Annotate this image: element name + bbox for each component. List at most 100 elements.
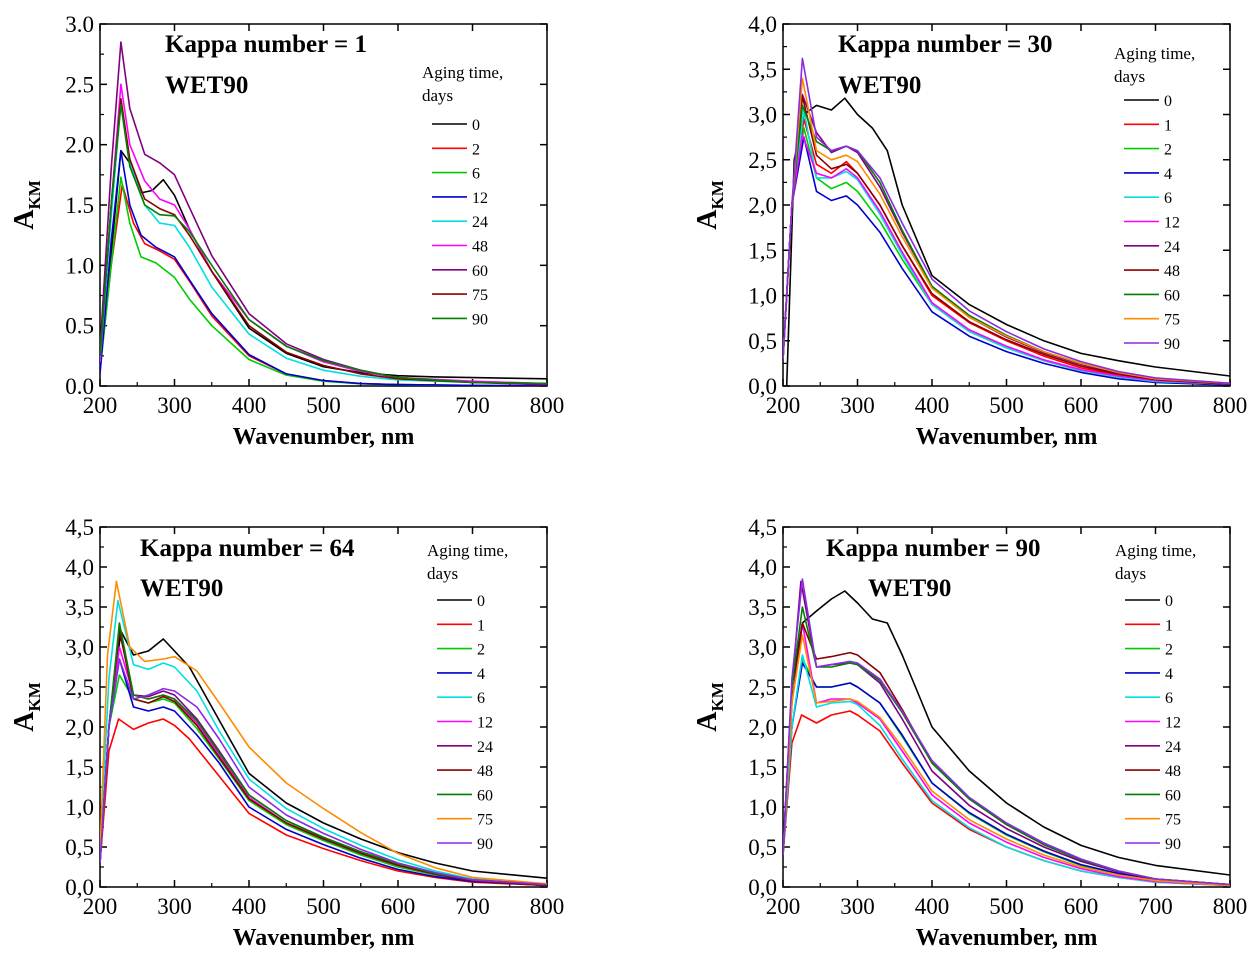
x-tick-label: 600 xyxy=(381,894,416,919)
x-tick-label: 500 xyxy=(989,393,1024,418)
y-tick-label: 0.5 xyxy=(65,314,94,339)
legend-label: 24 xyxy=(1164,239,1180,256)
y-tick-label: 2.0 xyxy=(65,133,94,158)
series-line-75 xyxy=(783,634,1230,887)
y-tick-label: 4,0 xyxy=(748,555,777,580)
y-tick-label: 1,0 xyxy=(748,795,777,820)
y-tick-label: 2,0 xyxy=(65,715,94,740)
x-tick-label: 700 xyxy=(455,393,490,418)
legend-label: 90 xyxy=(477,836,493,853)
series-line-6 xyxy=(783,109,1230,385)
y-tick-label: 1,5 xyxy=(65,755,94,780)
legend-label: 75 xyxy=(1164,312,1180,329)
plot-frame xyxy=(782,526,1231,888)
legend-label: 75 xyxy=(472,287,488,304)
chart-panel-1: 200 300 400 500 600 700 8000.00.51.01.52.02.53… xyxy=(9,12,564,450)
chart-panel-2: 200 300 400 500 600 700 8000,00,51,01,52,02,53… xyxy=(692,12,1247,450)
panel-subtitle: WET90 xyxy=(165,72,248,99)
legend-label: 75 xyxy=(1165,812,1181,829)
legend-label: 2 xyxy=(472,141,480,158)
x-axis-title: Wavenumber, nm xyxy=(916,424,1098,450)
y-tick-label: 2,0 xyxy=(748,715,777,740)
y-tick-label: 0,5 xyxy=(748,329,777,354)
y-tick-label: 0.0 xyxy=(65,374,94,399)
x-tick-label: 600 xyxy=(1064,894,1099,919)
x-axis-title: Wavenumber, nm xyxy=(916,925,1098,951)
legend-label: 4 xyxy=(1164,166,1172,183)
y-tick-label: 0,0 xyxy=(65,875,94,900)
panel-title: Kappa number = 90 xyxy=(826,535,1041,562)
x-tick-label: 800 xyxy=(1213,393,1248,418)
legend-label: 24 xyxy=(1165,739,1181,756)
legend-label: 60 xyxy=(1165,787,1181,804)
y-tick-label: 4,0 xyxy=(65,555,94,580)
legend-label: 2 xyxy=(1164,142,1172,159)
legend-label: 4 xyxy=(1165,666,1173,683)
legend-label: 12 xyxy=(1165,715,1181,732)
legend-label: 1 xyxy=(477,617,485,634)
y-tick-label: 1,5 xyxy=(748,755,777,780)
legend-label: 24 xyxy=(472,214,488,231)
y-tick-label: 2,5 xyxy=(748,675,777,700)
series-line-4 xyxy=(783,136,1230,386)
series-line-1 xyxy=(783,118,1230,385)
y-tick-label: 3.0 xyxy=(65,12,94,37)
series-line-4 xyxy=(783,662,1230,887)
x-tick-label: 700 xyxy=(1138,894,1173,919)
y-tick-label: 3,0 xyxy=(65,635,94,660)
y-tick-label: 4,0 xyxy=(748,12,777,37)
y-tick-label: 1.5 xyxy=(65,193,94,218)
legend-label: 0 xyxy=(1164,93,1172,110)
y-tick-label: 4,5 xyxy=(748,515,777,540)
series-line-12 xyxy=(100,149,547,386)
x-tick-label: 300 xyxy=(840,894,875,919)
y-tick-label: 1,0 xyxy=(65,795,94,820)
chart-panel-3: 200 300 400 500 600 700 8000,00,51,01,52,02,53… xyxy=(9,515,564,951)
y-axis-title: AKM xyxy=(692,682,727,732)
legend-label: 2 xyxy=(1165,642,1173,659)
x-tick-label: 700 xyxy=(455,894,490,919)
x-axis-title: Wavenumber, nm xyxy=(233,925,415,951)
y-tick-label: 1,0 xyxy=(748,284,777,309)
series-line-75 xyxy=(783,77,1230,385)
legend-title-line2: days xyxy=(1115,564,1146,583)
panel-title: Kappa number = 1 xyxy=(165,31,367,58)
y-tick-label: 3,0 xyxy=(748,635,777,660)
panel-subtitle: WET90 xyxy=(838,72,921,99)
panel-title: Kappa number = 30 xyxy=(838,31,1053,58)
series-line-0 xyxy=(785,97,1230,386)
legend-label: 12 xyxy=(477,715,493,732)
legend-label: 48 xyxy=(1165,763,1181,780)
x-tick-label: 500 xyxy=(306,894,341,919)
series-line-4 xyxy=(100,658,547,887)
x-tick-label: 400 xyxy=(915,393,950,418)
y-tick-label: 4,5 xyxy=(65,515,94,540)
y-tick-label: 1.0 xyxy=(65,253,94,278)
x-tick-label: 600 xyxy=(381,393,416,418)
panel-subtitle: WET90 xyxy=(868,575,951,602)
legend-label: 12 xyxy=(472,190,488,207)
series-line-90 xyxy=(100,658,547,886)
legend-label: 4 xyxy=(477,666,485,683)
legend-label: 1 xyxy=(1165,617,1173,634)
y-tick-label: 2.5 xyxy=(65,72,94,97)
legend-label: 0 xyxy=(477,593,485,610)
x-tick-label: 800 xyxy=(530,894,565,919)
panel-subtitle: WET90 xyxy=(140,575,223,602)
legend-label: 6 xyxy=(1165,690,1173,707)
legend-label: 6 xyxy=(472,166,480,183)
x-tick-label: 800 xyxy=(1213,894,1248,919)
y-tick-label: 0,5 xyxy=(748,835,777,860)
y-tick-label: 0,5 xyxy=(65,835,94,860)
series-line-90 xyxy=(783,57,1230,385)
series-line-90 xyxy=(783,578,1230,886)
legend-label: 2 xyxy=(477,642,485,659)
series-line-1 xyxy=(783,710,1230,887)
legend-label: 0 xyxy=(1165,593,1173,610)
series-line-75 xyxy=(100,98,547,385)
x-tick-label: 600 xyxy=(1064,393,1099,418)
legend-label: 60 xyxy=(472,263,488,280)
series-line-48 xyxy=(783,95,1230,385)
